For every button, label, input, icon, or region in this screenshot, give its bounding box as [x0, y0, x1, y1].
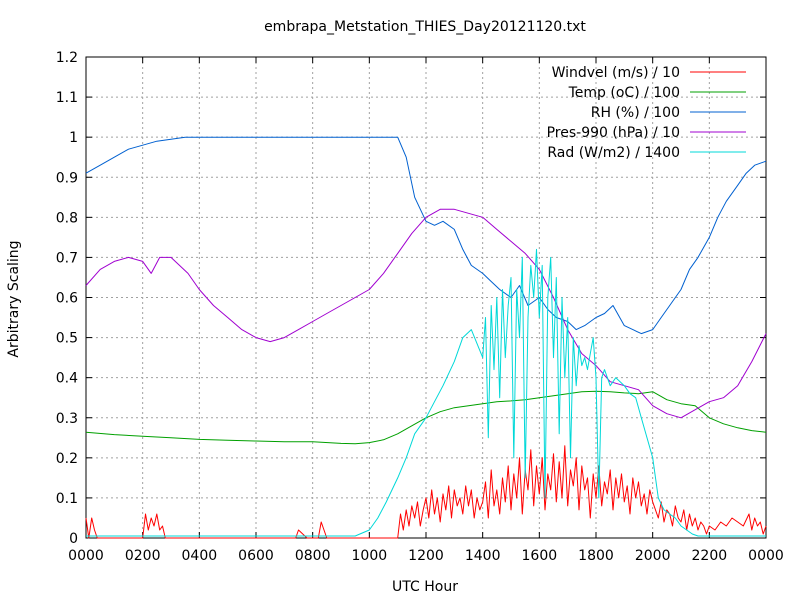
y-tick-label: 1.2: [56, 50, 78, 66]
x-tick-label: 1000: [352, 548, 388, 564]
y-tick-label: 0.9: [56, 170, 78, 186]
x-axis-label: UTC Hour: [392, 579, 458, 595]
series-line-1: [85, 390, 767, 445]
x-tick-label: 2200: [692, 548, 728, 564]
x-tick-label: 1200: [408, 548, 444, 564]
series-line-0: [85, 445, 767, 539]
x-tick-label: 1600: [522, 548, 558, 564]
chart-title: embrapa_Metstation_THIES_Day20121120.txt: [264, 19, 586, 35]
legend-label: Rad (W/m2) / 1400: [547, 145, 680, 161]
x-tick-label: 0200: [125, 548, 161, 564]
y-tick-label: 0.5: [56, 331, 78, 347]
y-tick-label: 1.1: [56, 90, 78, 106]
y-tick-label: 0.8: [56, 210, 78, 226]
y-axis-label: Arbitrary Scaling: [6, 240, 22, 357]
y-tick-label: 0.3: [56, 411, 78, 427]
y-tick-label: 1: [69, 130, 78, 146]
grid-lines: [86, 57, 766, 538]
legend-label: Pres-990 (hPa) / 10: [547, 125, 680, 141]
y-tick-label: 0.6: [56, 291, 78, 307]
y-tick-label: 0.1: [56, 491, 78, 507]
y-tick-label: 0.2: [56, 451, 78, 467]
legend: Windvel (m/s) / 10 Temp (oC) / 100 RH (%) …: [547, 65, 746, 161]
x-tick-label: 0800: [295, 548, 331, 564]
y-tick-label: 0: [69, 531, 78, 547]
x-tick-label: 0600: [238, 548, 274, 564]
legend-label: Temp (oC) / 100: [568, 85, 680, 101]
series-line-2: [85, 136, 767, 335]
x-tick-label: 1800: [578, 548, 614, 564]
series-line-3: [85, 208, 767, 419]
series-lines: [85, 136, 767, 539]
legend-label: Windvel (m/s) / 10: [552, 65, 680, 81]
x-tick-label: 1400: [465, 548, 501, 564]
series-line-4: [86, 248, 766, 537]
x-tick-label: 0000: [748, 548, 784, 564]
y-tick-label: 0.4: [56, 371, 78, 387]
axes: 0 0.1 0.2 0.3 0.4 0.5 0.6 0.7 0.8 0.9 1 1.1 1.2 0000 0…: [56, 50, 784, 564]
legend-label: RH (%) / 100: [591, 105, 680, 121]
y-tick-label: 0.7: [56, 250, 78, 266]
x-tick-label: 0400: [182, 548, 218, 564]
x-tick-label: 0000: [68, 548, 104, 564]
x-tick-label: 2000: [635, 548, 671, 564]
